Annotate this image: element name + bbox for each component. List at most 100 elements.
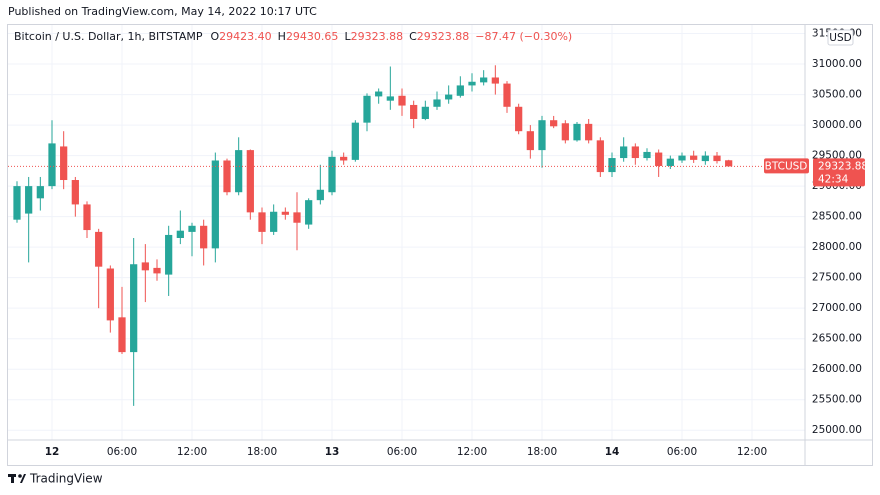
- candle-body: [480, 77, 488, 83]
- candle-body: [526, 131, 534, 151]
- candle-body: [491, 77, 499, 84]
- candle-body: [281, 211, 289, 215]
- legend-key: H: [278, 30, 286, 43]
- candle-body: [538, 120, 546, 151]
- x-tick-label: 14: [605, 446, 620, 458]
- x-tick-label: 18:00: [247, 446, 277, 458]
- candle-body: [328, 156, 336, 193]
- candle-body: [351, 122, 359, 160]
- candle-body: [561, 123, 569, 141]
- candle-body: [106, 268, 114, 321]
- candle-body: [678, 155, 686, 161]
- candle-body: [585, 123, 593, 141]
- candle-body: [71, 180, 79, 205]
- candle-body: [701, 155, 709, 162]
- candle-body: [433, 99, 441, 107]
- candle-body: [48, 143, 56, 187]
- x-tick-label: 18:00: [527, 446, 557, 458]
- y-tick-label: 28500.00: [812, 211, 862, 223]
- candle-body: [620, 146, 628, 159]
- candle-body: [386, 96, 394, 101]
- chart-frame: [7, 24, 873, 466]
- candle-body: [36, 186, 44, 199]
- candle-body: [445, 94, 453, 100]
- candle-body: [223, 160, 231, 193]
- candle-body: [95, 231, 103, 267]
- x-tick-label: 12:00: [457, 446, 487, 458]
- candle-body: [188, 225, 196, 232]
- x-tick-label: 13: [325, 446, 340, 458]
- candle-body: [363, 95, 371, 123]
- candle-body: [130, 264, 138, 353]
- candle-body: [141, 262, 149, 271]
- candle-body: [631, 146, 639, 159]
- candle-body: [608, 158, 616, 173]
- footer-brand: TradingView: [29, 472, 103, 486]
- price-tag: [813, 158, 865, 187]
- candle-body: [410, 104, 418, 119]
- legend-key: O: [210, 30, 219, 43]
- y-tick-label: 28000.00: [812, 241, 862, 253]
- countdown: 42:34: [818, 173, 849, 185]
- candle-body: [596, 140, 604, 173]
- y-tick-label: 25000.00: [812, 424, 862, 436]
- candle-body: [503, 83, 511, 107]
- legend-key: C: [409, 30, 417, 43]
- candle-body: [211, 160, 219, 249]
- candle-body: [316, 189, 324, 201]
- candle-body: [643, 151, 651, 159]
- candle-body: [165, 234, 173, 275]
- legend-title: Bitcoin / U.S. Dollar, 1h, BITSTAMP: [14, 30, 203, 43]
- y-tick-label: 31000.00: [812, 58, 862, 70]
- x-tick-label: 06:00: [387, 446, 417, 458]
- candle-body: [153, 267, 161, 274]
- candle-body: [270, 211, 278, 232]
- candle-body: [235, 150, 243, 193]
- y-tick-label: 26000.00: [812, 363, 862, 375]
- grid: [8, 25, 805, 440]
- x-tick-label: 06:00: [107, 446, 137, 458]
- footer-logo: [8, 474, 26, 483]
- x-tick-label: 12: [45, 446, 60, 458]
- candle-body: [176, 230, 184, 238]
- candle-body: [398, 95, 406, 106]
- candle-body: [13, 186, 21, 220]
- y-tick-label: 30500.00: [812, 89, 862, 101]
- symbol-tag: [764, 158, 809, 174]
- published-note: Published on TradingView.com, May 14, 20…: [8, 5, 317, 18]
- y-tick-label: 27500.00: [812, 272, 862, 284]
- candle-body: [118, 317, 126, 353]
- candle-body: [421, 106, 429, 119]
- candle-body: [305, 200, 313, 225]
- candle-body: [258, 212, 266, 232]
- y-tick-label: 26500.00: [812, 333, 862, 345]
- candle-body: [83, 204, 91, 231]
- legend-value: 29323.88: [351, 30, 404, 43]
- candle-body: [60, 146, 68, 181]
- candle-body: [456, 85, 464, 96]
- legend-value: 29430.65: [286, 30, 339, 43]
- x-tick-label: 06:00: [667, 446, 697, 458]
- y-tick-label: 27000.00: [812, 302, 862, 314]
- candle-body: [725, 160, 733, 167]
- symbol-label: BTCUSD: [765, 160, 808, 172]
- currency-label: USD: [829, 32, 851, 44]
- candle-body: [515, 106, 523, 132]
- price-tag-label: 29323.88: [818, 160, 868, 172]
- candle-body: [340, 156, 348, 161]
- candle-body: [690, 155, 698, 160]
- y-tick-label: 25500.00: [812, 394, 862, 406]
- candle-body: [573, 123, 581, 141]
- x-tick-label: 12:00: [737, 446, 767, 458]
- candle-body: [25, 186, 33, 214]
- candle-body: [246, 150, 254, 213]
- candle-body: [666, 158, 674, 166]
- candle-body: [550, 120, 558, 127]
- y-tick-label: 30000.00: [812, 119, 862, 131]
- legend-key: L: [344, 30, 351, 43]
- legend-value: 29323.88: [417, 30, 470, 43]
- x-tick-label: 12:00: [177, 446, 207, 458]
- candle-body: [468, 81, 476, 86]
- legend-change: −87.47 (−0.30%): [475, 30, 572, 43]
